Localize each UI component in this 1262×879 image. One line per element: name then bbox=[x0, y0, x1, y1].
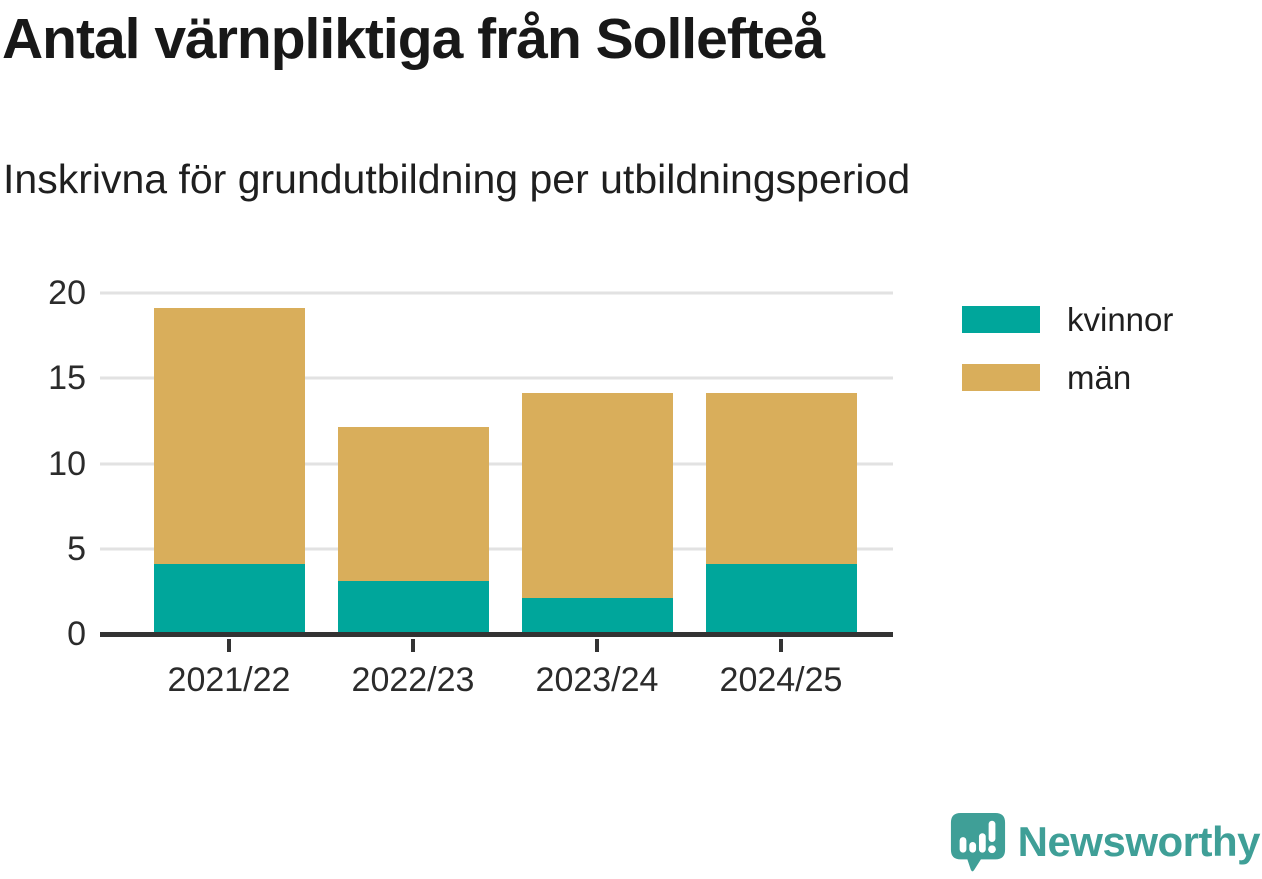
bar-segment-män-2024/25 bbox=[705, 393, 857, 564]
bar-2021/22 bbox=[153, 308, 305, 632]
x-tick-2021/22 bbox=[227, 639, 231, 652]
x-axis-line bbox=[100, 632, 893, 637]
bar-2023/24 bbox=[521, 393, 673, 632]
legend-item-man: män bbox=[962, 358, 1173, 398]
chart-subtitle: Inskrivna för grundutbildning per utbild… bbox=[3, 156, 911, 202]
bar-segment-män-2021/22 bbox=[153, 308, 305, 564]
legend-item-kvinnor: kvinnor bbox=[962, 300, 1173, 340]
legend-swatch-kvinnor bbox=[962, 306, 1040, 334]
bar-segment-män-2022/23 bbox=[337, 427, 489, 581]
newsworthy-logo-text: Newsworthy bbox=[1017, 818, 1261, 865]
plot-area: 0 5 10 15 20 2021/22 2022/23 2023/24 2024/25 bbox=[48, 276, 893, 699]
newsworthy-logo: Newsworthy bbox=[949, 811, 1261, 873]
gridline-y-5 bbox=[100, 547, 893, 551]
gridline-y-20 bbox=[100, 291, 893, 295]
bar-2024/25 bbox=[705, 393, 857, 632]
bar-segment-kvinnor-2023/24 bbox=[521, 597, 673, 632]
gridline-y-15 bbox=[100, 376, 893, 380]
y-tick-label-20: 20 bbox=[48, 274, 86, 312]
y-tick-label-10: 10 bbox=[48, 444, 86, 483]
y-tick-label-5: 5 bbox=[67, 529, 86, 568]
x-tick-label-2022/23: 2022/23 bbox=[351, 661, 475, 699]
x-tick-2022/23 bbox=[411, 639, 415, 652]
x-tick-label-2024/25: 2024/25 bbox=[719, 661, 843, 699]
bar-segment-kvinnor-2024/25 bbox=[705, 563, 857, 632]
x-tick-label-2023/24: 2023/24 bbox=[535, 661, 659, 699]
newsworthy-logo-icon bbox=[950, 813, 1005, 872]
x-tick-2023/24 bbox=[595, 639, 599, 652]
legend-label-kvinnor: kvinnor bbox=[1067, 301, 1174, 338]
gridline-y-10 bbox=[100, 462, 893, 465]
legend: kvinnor män bbox=[962, 300, 1173, 415]
bar-segment-kvinnor-2021/22 bbox=[153, 563, 305, 632]
bar-segment-kvinnor-2022/23 bbox=[337, 580, 489, 632]
bar-segment-män-2023/24 bbox=[521, 393, 673, 598]
bar-2022/23 bbox=[337, 427, 489, 632]
chart-title: Antal värnpliktiga från Sollefteå bbox=[2, 7, 825, 71]
x-tick-label-2021/22: 2021/22 bbox=[167, 661, 291, 699]
x-tick-2024/25 bbox=[779, 639, 783, 652]
y-tick-label-15: 15 bbox=[48, 359, 86, 398]
legend-swatch-man bbox=[962, 363, 1040, 391]
legend-label-man: män bbox=[1067, 358, 1132, 396]
y-tick-label-0: 0 bbox=[67, 615, 86, 653]
